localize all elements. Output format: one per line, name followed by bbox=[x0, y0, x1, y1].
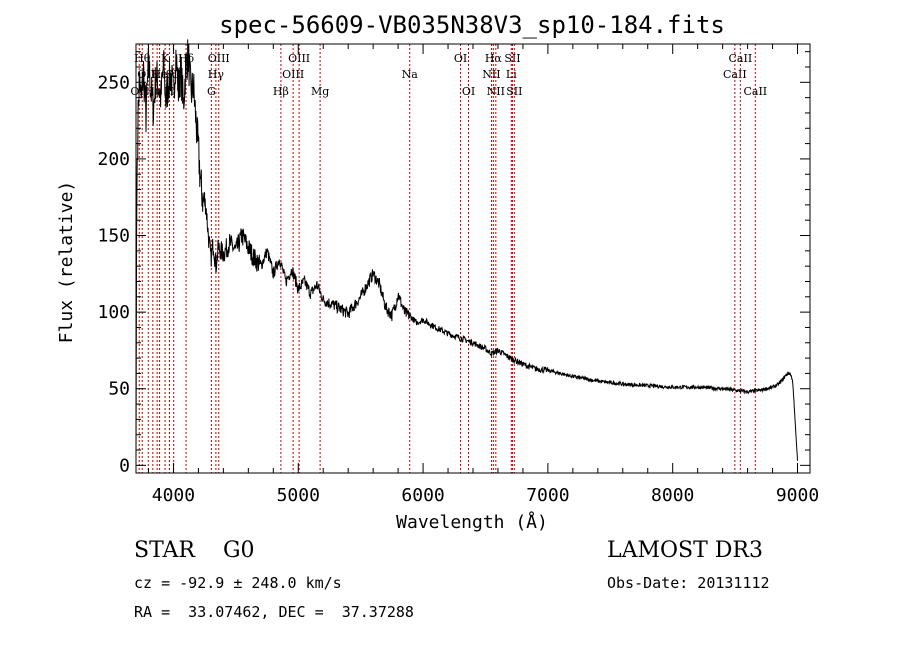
spectral-line-label: OI bbox=[454, 52, 467, 65]
y-tick-label: 200 bbox=[97, 149, 130, 170]
spectral-line-markers: OIIHθOIIIHηHeKHSIIHδGHγOIIIHβOIIIOIIIMgN… bbox=[130, 44, 767, 473]
spectral-line-label: OI bbox=[462, 85, 475, 98]
spectral-line-label: OIII bbox=[288, 52, 310, 65]
spectral-line-label: OIII bbox=[208, 52, 230, 65]
x-tick-label: 9000 bbox=[776, 485, 819, 506]
y-tick-label: 250 bbox=[97, 72, 130, 93]
survey-label: LAMOST DR3 bbox=[607, 538, 763, 563]
spectral-line-label: Hα bbox=[485, 52, 503, 65]
spectral-line-label: Hθ bbox=[134, 52, 151, 65]
x-axis-label: Wavelength (Å) bbox=[396, 511, 548, 533]
x-tick-label: 7000 bbox=[526, 485, 569, 506]
spectral-line-label: K bbox=[161, 52, 170, 65]
spectral-line-label: NII bbox=[482, 68, 500, 81]
chart-title: spec-56609-VB035N38V3_sp10-184.fits bbox=[219, 11, 725, 39]
x-tick-label: 6000 bbox=[401, 485, 444, 506]
coordinates: RA = 33.07462, DEC = 37.37288 bbox=[134, 603, 414, 621]
x-axis: 4000 5000 6000 7000 8000 9000 bbox=[147, 44, 819, 506]
spectral-line-label: NII bbox=[487, 85, 505, 98]
spectral-line-label: OIII bbox=[282, 68, 304, 81]
spectral-line-label: Na bbox=[402, 68, 419, 81]
spectral-line-label: G bbox=[207, 85, 216, 98]
plot-frame bbox=[135, 43, 811, 474]
y-tick-label: 150 bbox=[97, 226, 130, 247]
spectral-line-label: Hγ bbox=[208, 68, 225, 81]
x-tick-label: 5000 bbox=[277, 485, 320, 506]
spectral-line-label: SII bbox=[506, 85, 522, 98]
y-axis-label: Flux (relative) bbox=[56, 181, 77, 344]
y-tick-label: 0 bbox=[119, 455, 130, 476]
spectral-line-label: SII bbox=[504, 52, 520, 65]
x-tick-label: 4000 bbox=[152, 485, 195, 506]
spectral-line-label: Mg bbox=[311, 85, 329, 98]
y-tick-label: 50 bbox=[108, 379, 130, 400]
spectral-line-label: CaII bbox=[743, 85, 767, 98]
x-tick-label: 8000 bbox=[651, 485, 694, 506]
classification-label: STAR G0 bbox=[134, 538, 255, 563]
y-tick-label: 100 bbox=[97, 302, 130, 323]
spectral-line-label: CaII bbox=[723, 68, 747, 81]
spectral-line-label: Li bbox=[506, 68, 517, 81]
observation-date: Obs-Date: 20131112 bbox=[607, 574, 770, 592]
redshift-velocity: cz = -92.9 ± 248.0 km/s bbox=[134, 574, 342, 592]
y-axis: 0 50 100 150 200 250 bbox=[97, 51, 810, 476]
spectral-line-label: Hβ bbox=[273, 85, 289, 98]
flux-series-line bbox=[135, 39, 798, 461]
spectral-line-label: CaII bbox=[729, 52, 753, 65]
